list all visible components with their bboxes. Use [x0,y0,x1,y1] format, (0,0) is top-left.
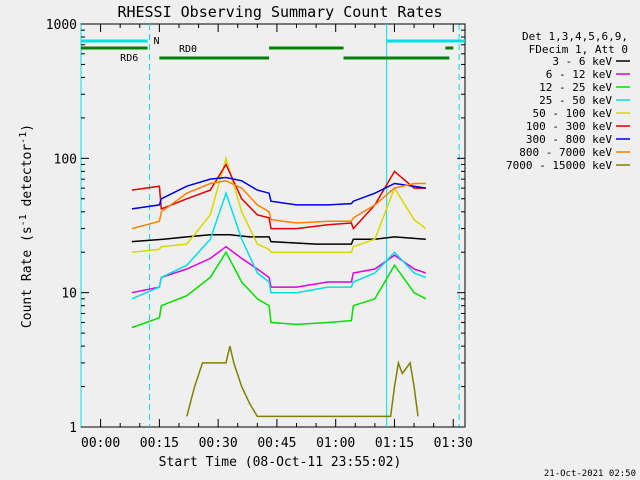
x-tick-label: 00:45 [257,436,296,451]
x-tick-label: 01:30 [434,436,473,451]
rd0-flag-label: RD0 [179,44,197,55]
series-line [131,155,427,253]
data-series [131,155,427,418]
y-axis-label: Count Rate (s-1 detector-1) [18,124,35,328]
y-tick-label: 100 [54,152,77,167]
night-flag-label: N [153,36,159,47]
legend-entry-label: 300 - 800 keV [526,133,612,146]
x-tick-label: 00:00 [81,436,120,451]
series-line [131,180,426,230]
y-label-sup1: -1 [18,214,29,226]
legend-entry-label: 100 - 300 keV [526,120,612,133]
legend-entry-label: 7000 - 15000 keV [506,159,612,172]
series-line [131,190,427,300]
status-bars: N RD0 RD6 [80,24,465,427]
rd6-flag-label: RD6 [120,53,138,64]
y-tick-label: 10 [61,287,77,302]
y-label-sup2: -1 [18,132,29,144]
series-line [131,233,426,245]
y-label-end: ) [20,124,35,132]
legend-header-line: Det 1,3,4,5,6,9, [522,30,628,43]
legend-entry-label: 25 - 50 keV [539,94,612,107]
chart-title: RHESSI Observing Summary Count Rates [117,3,442,21]
series-line [186,345,419,418]
x-tick-label: 00:30 [199,436,238,451]
legend-entry-label: 800 - 7000 keV [519,146,612,159]
axes-ticks: 1 10 100 1000 00:00 00:15 00:30 00:45 01:00 01:15… [46,18,473,451]
x-axis-label: Start Time (08-Oct-11 23:55:02) [159,455,402,470]
y-tick-label: 1000 [46,18,77,33]
timestamp: 21-Oct-2021 02:50 [544,469,636,479]
y-label-mid: detector [20,144,35,215]
legend-entry-label: 3 - 6 keV [552,55,612,68]
legend-entry-label: 50 - 100 keV [533,107,613,120]
legend-header-line: FDecim 1, Att 0 [529,43,628,56]
series-line [131,176,426,210]
legend-entry-label: 12 - 25 keV [539,81,612,94]
x-tick-label: 00:15 [140,436,179,451]
series-line [131,162,426,231]
x-tick-label: 01:15 [375,436,414,451]
series-line [131,250,427,329]
series-line [131,245,427,294]
legend: Det 1,3,4,5,6,9,FDecim 1, Att 03 - 6 keV… [506,30,630,172]
y-tick-label: 1 [69,421,77,436]
y-label-main: Count Rate (s [20,226,35,328]
x-tick-label: 01:00 [316,436,355,451]
legend-entry-label: 6 - 12 keV [546,68,613,81]
